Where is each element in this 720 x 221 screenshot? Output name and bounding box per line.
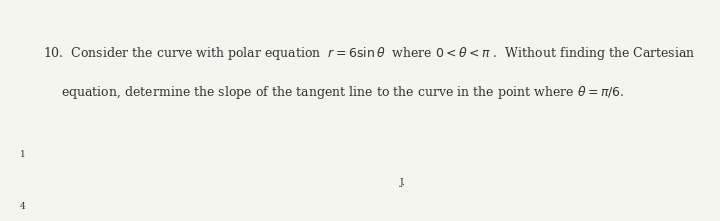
Text: equation, determine the slope of the tangent line to the curve in the point wher: equation, determine the slope of the tan…: [61, 84, 625, 101]
Text: 10.  Consider the curve with polar equation  $r = 6\sin\theta$  where $0 < \thet: 10. Consider the curve with polar equati…: [43, 45, 696, 61]
Text: 4: 4: [20, 202, 26, 211]
Text: J.: J.: [400, 178, 405, 187]
Text: 1: 1: [20, 150, 26, 159]
